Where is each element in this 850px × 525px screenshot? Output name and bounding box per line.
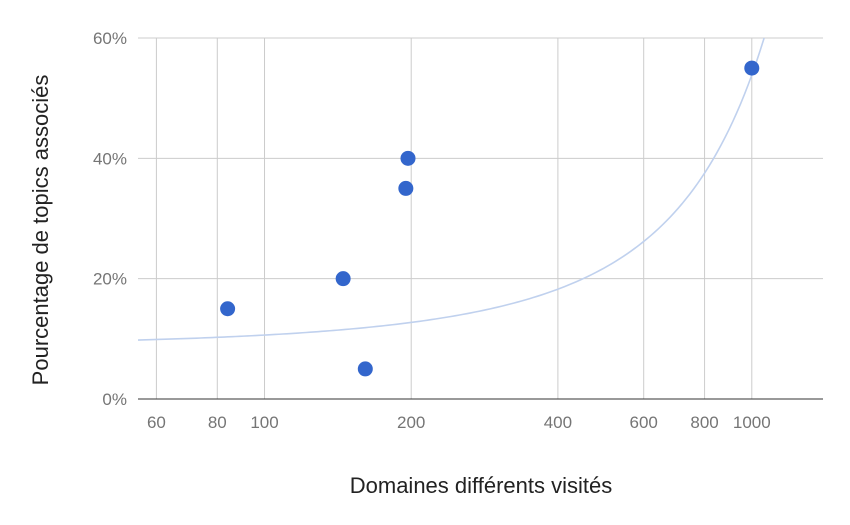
- x-tick-label: 600: [630, 413, 658, 432]
- data-point: [220, 301, 236, 317]
- data-point: [335, 271, 351, 287]
- x-tick-label: 1000: [733, 413, 771, 432]
- y-tick-label: 0%: [102, 390, 127, 409]
- x-axis-title: Domaines différents visités: [350, 473, 613, 498]
- tick-labels: 0% 20% 40% 60% 60 80 100 200 400 600 800 1000: [93, 29, 771, 432]
- data-point: [398, 180, 414, 196]
- y-axis-title: Pourcentage de topics associés: [28, 75, 53, 386]
- y-tick-label: 40%: [93, 149, 127, 168]
- data-point: [400, 150, 416, 166]
- x-tick-label: 80: [208, 413, 227, 432]
- x-tick-label: 800: [690, 413, 718, 432]
- data-point: [357, 361, 373, 377]
- x-tick-label: 400: [544, 413, 572, 432]
- y-tick-label: 60%: [93, 29, 127, 48]
- data-points: [220, 60, 760, 377]
- x-tick-label: 100: [250, 413, 278, 432]
- x-tick-label: 200: [397, 413, 425, 432]
- trendline: [137, 37, 765, 341]
- data-point: [744, 60, 760, 76]
- trendline-layer: [137, 37, 765, 341]
- y-tick-label: 20%: [93, 270, 127, 289]
- grid-lines: [138, 37, 823, 399]
- x-tick-label: 60: [147, 413, 166, 432]
